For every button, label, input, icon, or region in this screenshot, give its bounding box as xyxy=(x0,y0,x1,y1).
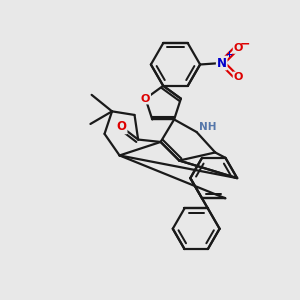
Text: NH: NH xyxy=(199,122,217,132)
Text: O: O xyxy=(117,121,127,134)
Text: +: + xyxy=(225,50,232,59)
Text: O: O xyxy=(233,43,243,53)
Text: −: − xyxy=(240,37,250,50)
Text: N: N xyxy=(217,56,227,70)
Text: O: O xyxy=(233,72,243,82)
Text: O: O xyxy=(141,94,150,104)
